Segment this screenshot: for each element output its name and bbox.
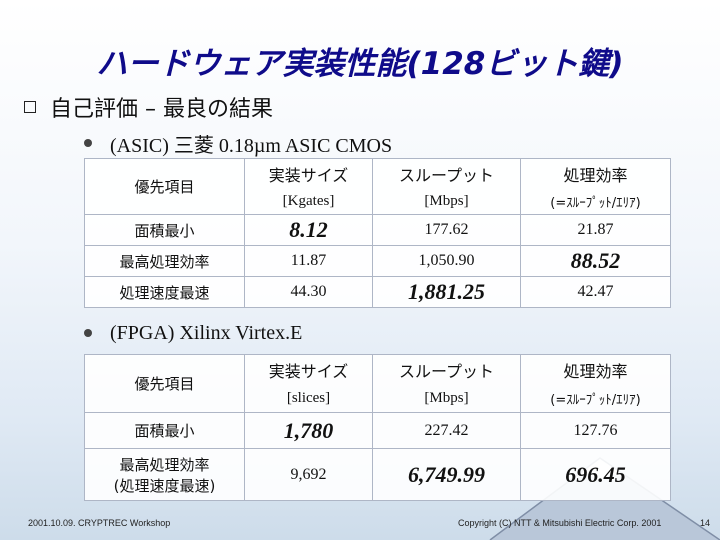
fpga-unit-size: [slices] [244,384,373,413]
fpga-table: 優先項目 実装サイズ スループット 処理効率 [slices] [Mbps] (… [84,354,671,501]
cell-efficiency-highlight: 88.52 [520,245,671,277]
row-label-line1: 最高処理効率 [119,455,210,474]
cell-throughput: 227.42 [372,412,521,449]
cell-size: 44.30 [244,276,373,308]
cell-efficiency: 127.76 [520,412,671,449]
cell-efficiency-highlight: 696.45 [520,448,671,501]
cell-size: 9,692 [244,448,373,501]
round-bullet-icon [84,329,92,337]
cell-size-highlight: 8.12 [244,214,373,246]
section-bullet: 自己評価 – 最良の結果 [24,92,273,122]
cell-throughput: 1,050.90 [372,245,521,277]
slide-title: ハードウェア実装性能(128ビット鍵) [96,46,624,82]
cell-size: 11.87 [244,245,373,277]
footer-left: 2001.10.09. CRYPTREC Workshop [28,518,171,528]
fpga-col-efficiency: 処理効率 [520,354,671,385]
asic-col-throughput: スループット [372,158,521,189]
table-row: 最高処理効率 (処理速度最速) 9,692 6,749.99 696.45 [84,448,671,501]
fpga-col-throughput: スループット [372,354,521,385]
asic-unit-throughput: [Mbps] [372,188,521,215]
cell-size-highlight: 1,780 [244,412,373,449]
row-label: 最高処理効率 (処理速度最速) [84,448,245,501]
cell-throughput-highlight: 6,749.99 [372,448,521,501]
fpga-unit-efficiency: (=ｽﾙｰﾌﾟｯﾄ/ｴﾘｱ) [520,384,671,413]
asic-bullet: (ASIC) 三菱 0.18µm ASIC CMOS [84,131,393,157]
asic-table: 優先項目 実装サイズ スループット 処理効率 [Kgates] [Mbps] (… [84,158,671,308]
table-row: 処理速度最速 44.30 1,881.25 42.47 [84,276,671,308]
round-bullet-icon [84,139,92,147]
cell-efficiency: 21.87 [520,214,671,246]
asic-unit-row: [Kgates] [Mbps] (=ｽﾙｰﾌﾟｯﾄ/ｴﾘｱ) [85,188,671,215]
fpga-bullet: (FPGA) Xilinx Virtex.E [84,321,302,345]
cell-efficiency: 42.47 [520,276,671,308]
asic-unit-size: [Kgates] [244,188,373,215]
fpga-unit-row: [slices] [Mbps] (=ｽﾙｰﾌﾟｯﾄ/ｴﾘｱ) [85,384,671,413]
footer-copyright: Copyright (C) NTT & Mitsubishi Electric … [458,518,662,528]
cell-throughput-highlight: 1,881.25 [372,276,521,308]
row-label-line2: (処理速度最速) [113,476,216,495]
asic-header-row: 優先項目 実装サイズ スループット 処理効率 [84,158,671,215]
asic-col-size: 実装サイズ [244,158,373,189]
table-row: 最高処理効率 11.87 1,050.90 88.52 [84,245,671,277]
asic-unit-efficiency: (=ｽﾙｰﾌﾟｯﾄ/ｴﾘｱ) [520,188,671,215]
row-label: 面積最小 [84,214,245,246]
section-heading: 自己評価 – 最良の結果 [50,97,273,122]
asic-col-efficiency: 処理効率 [520,158,671,189]
fpga-col-priority: 優先項目 [84,354,245,413]
row-label: 最高処理効率 [84,245,245,277]
asic-heading: (ASIC) 三菱 0.18µm ASIC CMOS [110,134,393,157]
table-row: 面積最小 8.12 177.62 21.87 [84,214,671,246]
fpga-header-row: 優先項目 実装サイズ スループット 処理効率 [84,354,671,413]
square-bullet-icon [24,101,36,113]
row-label: 処理速度最速 [84,276,245,308]
asic-col-priority: 優先項目 [84,158,245,215]
fpga-heading: (FPGA) Xilinx Virtex.E [110,321,303,344]
table-row: 面積最小 1,780 227.42 127.76 [84,412,671,449]
fpga-col-size: 実装サイズ [244,354,373,385]
page-number: 14 [700,518,711,528]
row-label: 面積最小 [84,412,245,449]
fpga-unit-throughput: [Mbps] [372,384,521,413]
cell-throughput: 177.62 [372,214,521,246]
